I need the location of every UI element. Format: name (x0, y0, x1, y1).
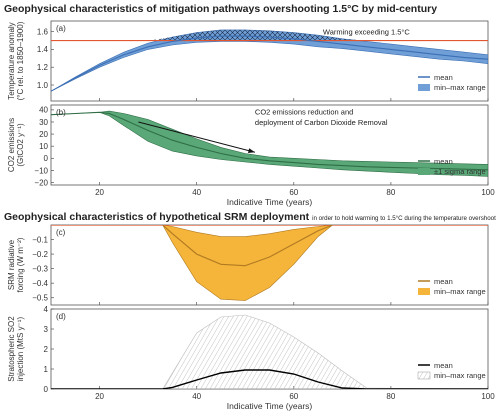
legend-mean-label: mean (434, 73, 453, 82)
bottom-figure-title-text: Geophysical characteristics of hypotheti… (4, 211, 310, 223)
mean-line (51, 111, 488, 171)
panel-label: (c) (56, 228, 66, 237)
mean-line (51, 35, 488, 92)
y-tick-label: 1 (44, 365, 49, 374)
y-tick-label: 0 (44, 154, 49, 163)
y-tick-label: −0.5 (32, 294, 48, 303)
x-tick-label: 20 (95, 392, 104, 401)
range-band (162, 225, 334, 301)
top-figure-title-text: Geophysical characteristics of mitigatio… (4, 3, 438, 15)
range-band (51, 314, 488, 389)
x-tick-label: 20 (95, 188, 104, 197)
y-tick-label: −20 (34, 178, 48, 187)
panel-a: 1.0 1.2 1.4 1.6 (a) Temperature anomaly(°C re… (7, 20, 489, 102)
plot-area (51, 29, 488, 92)
cdr-arrow-shaft (138, 121, 256, 153)
y-tick-label: −0.3 (32, 264, 48, 273)
y-tick-label: −0.2 (32, 250, 48, 259)
y-axis-label: Temperature anomaly(°C rel. to 1850–1900… (7, 21, 25, 100)
panel-label: (d) (56, 312, 66, 321)
panel-b: −20 −10 0 10 20 30 40 (b) CO2 emissions(GtCO2 y⁻… (7, 104, 489, 187)
y-axis-label: CO2 emissions(GtCO2 y⁻¹) (7, 118, 25, 172)
legend-range-label: min–max range (434, 287, 486, 296)
bottom-figure-title: Geophysical characteristics of hypotheti… (4, 211, 496, 223)
y-tick-label: −10 (34, 166, 48, 175)
panel-c: −0.1 −0.2 −0.3 −0.4 −0.5 (c) SRM radiativeforc… (7, 224, 489, 306)
x-tick-label: 60 (289, 392, 298, 401)
bottom-figure-title-note: in order to hold warming to 1.5°C during… (312, 215, 496, 222)
y-tick-label: 4 (44, 305, 49, 314)
y-tick-label: 3 (44, 325, 49, 334)
legend-range-swatch (418, 84, 430, 91)
plot-area (51, 225, 488, 301)
x-tick-label: 40 (192, 392, 201, 401)
legend-mean-label: mean (434, 277, 453, 286)
y-tick-label: 2 (44, 345, 49, 354)
y-axis-label: SRM radiativeforcing (W m⁻²) (7, 237, 25, 292)
cdr-annotation-line-2: deployment of Carbon Dioxide Removal (255, 118, 388, 127)
y-axis-label: Stratospheric SO2injection (MtS y⁻¹) (7, 316, 25, 382)
plot-area (51, 314, 488, 389)
x-axis-label: Indicative Time (years) (227, 401, 313, 411)
exceedance-hatch (51, 29, 488, 41)
y-tick-label: 30 (39, 118, 48, 127)
mean-line (51, 369, 488, 389)
y-tick-label: −0.1 (32, 235, 48, 244)
legend-range-label: ±1 sigma range (434, 167, 486, 176)
y-tick-label: 1.0 (37, 81, 49, 90)
x-axis-label: Indicative Time (years) (227, 197, 313, 207)
legend-range-swatch (418, 168, 430, 175)
top-figure-title: Geophysical characteristics of mitigatio… (4, 3, 437, 15)
x-tick-label: 40 (192, 188, 201, 197)
cdr-arrowhead (247, 148, 255, 153)
cdr-annotation-line-1: CO2 emissions reduction and (255, 108, 353, 117)
x-tick-label: 60 (289, 188, 298, 197)
legend-mean-label: mean (434, 361, 453, 370)
overshoot-annotation: Warming exceeding 1.5°C (323, 28, 411, 37)
x-tick-label: 80 (386, 188, 395, 197)
chart-panels: 1.0 1.2 1.4 1.6 (a) Temperature anomaly(°C re… (7, 20, 495, 411)
x-tick-label: 100 (481, 392, 495, 401)
legend-range-swatch (417, 371, 431, 380)
y-tick-label: 20 (39, 130, 48, 139)
y-tick-label: 1.6 (37, 27, 49, 36)
y-tick-label: 1.2 (37, 63, 49, 72)
legend-mean-label: mean (434, 157, 453, 166)
y-tick-label: 1.4 (37, 45, 49, 54)
y-tick-label: 10 (39, 142, 48, 151)
legend-range-label: min–max range (434, 83, 486, 92)
panel-label: (a) (56, 24, 66, 33)
y-tick-label: −0.4 (32, 279, 48, 288)
legend-range-swatch (418, 288, 430, 295)
y-tick-label: 0 (44, 385, 49, 394)
legend-range-label: min–max range (434, 371, 486, 380)
y-tick-label: 40 (39, 106, 48, 115)
x-tick-label: 80 (386, 392, 395, 401)
panel-d: 0 1 2 3 4 (d) Stratospheric SO2injection (MtS … (7, 305, 489, 394)
x-tick-label: 100 (481, 188, 495, 197)
panel-label: (b) (56, 108, 66, 117)
panel-frame (50, 104, 489, 186)
mean-line (162, 225, 333, 267)
